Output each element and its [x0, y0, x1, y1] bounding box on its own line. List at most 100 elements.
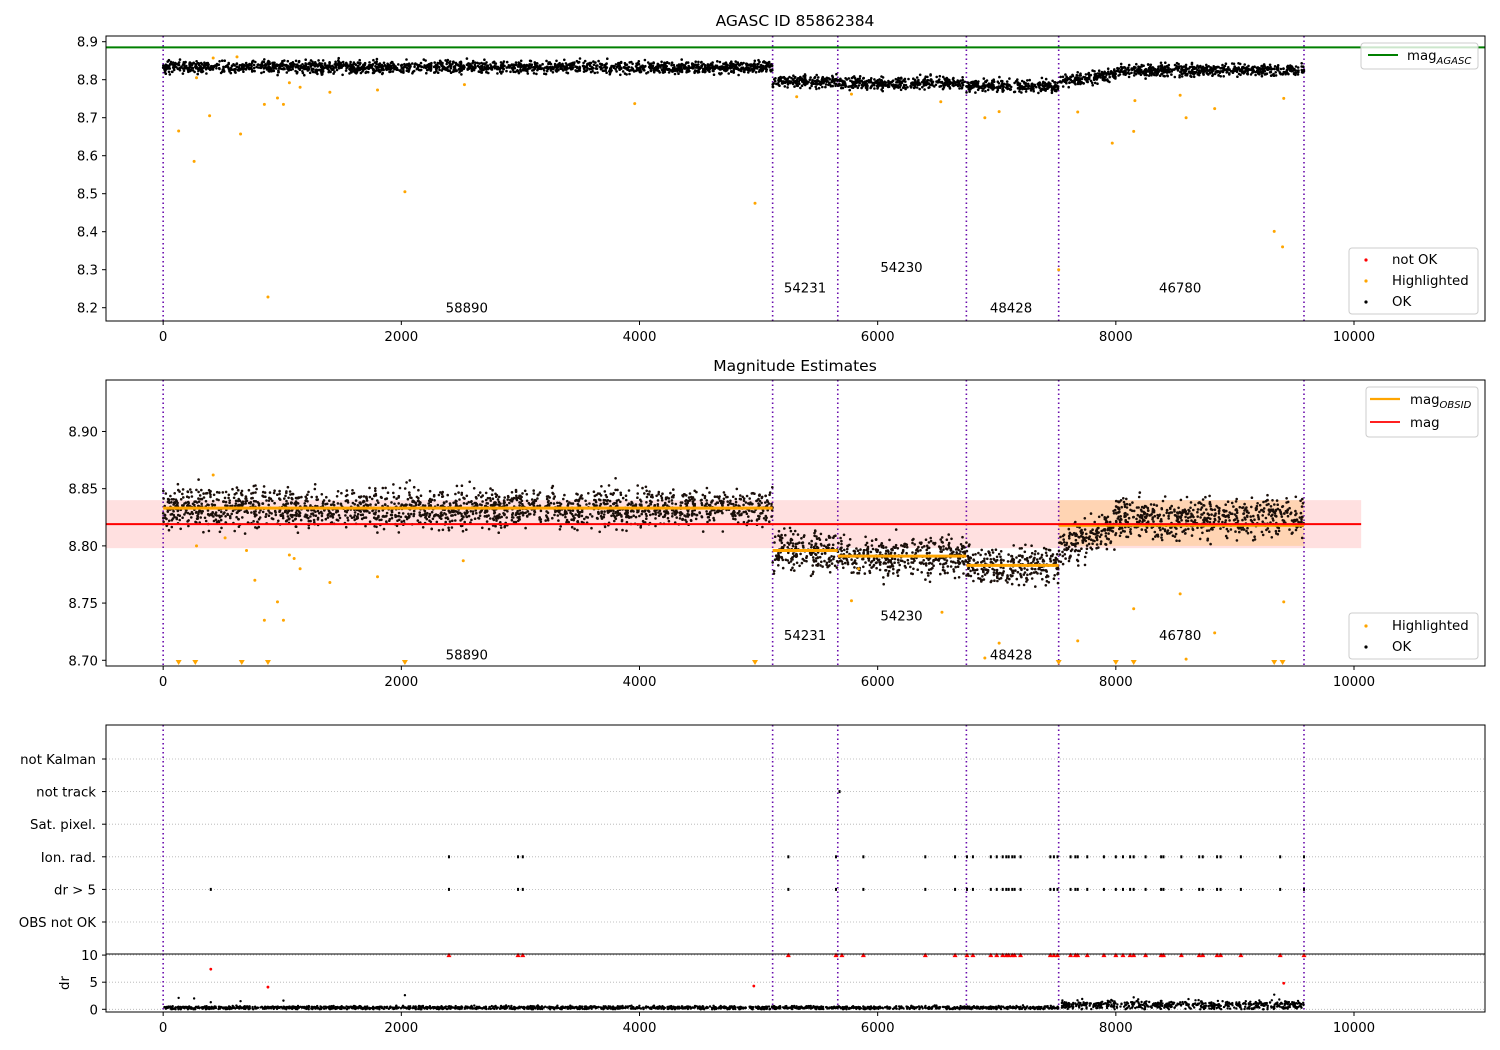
ok-point	[435, 520, 439, 524]
ok-point	[412, 69, 416, 73]
ok-point	[322, 499, 326, 502]
ok-point	[499, 61, 503, 64]
ok-point	[477, 516, 480, 520]
ok-point	[228, 501, 231, 505]
ok-point	[412, 485, 416, 489]
ok-point	[564, 68, 567, 71]
ok-point	[690, 514, 694, 517]
ok-point	[371, 71, 375, 75]
ok-point	[935, 75, 938, 79]
ok-point	[208, 491, 212, 495]
ok-point	[397, 514, 401, 518]
ok-point	[252, 63, 256, 67]
ok-point	[382, 68, 386, 72]
ok-point	[204, 519, 208, 523]
ok-point	[1237, 72, 1241, 76]
ok-point	[738, 69, 742, 72]
ok-point	[407, 69, 410, 72]
ok-point	[251, 60, 254, 64]
ok-point	[758, 515, 761, 518]
ok-point	[460, 517, 464, 521]
ok-point	[1185, 67, 1188, 70]
ok-point	[662, 63, 665, 67]
ok-point	[259, 509, 262, 512]
ok-point	[496, 67, 499, 71]
ok-point	[1087, 72, 1090, 76]
y-tick-label: 8.4	[77, 226, 98, 241]
ok-point	[732, 69, 735, 72]
ok-point	[657, 490, 661, 494]
ok-point	[770, 69, 774, 72]
ok-point	[530, 498, 534, 501]
ok-point	[577, 500, 580, 503]
ok-point	[730, 502, 733, 506]
ok-point	[793, 85, 796, 88]
ok-point	[944, 82, 947, 85]
ok-point	[1239, 68, 1242, 71]
ok-point	[570, 518, 573, 521]
ok-point	[289, 513, 293, 517]
ok-point	[706, 516, 710, 519]
ok-point	[161, 66, 165, 69]
ok-point	[680, 58, 683, 61]
ok-point	[625, 520, 629, 524]
ok-point	[1118, 73, 1122, 76]
ok-point	[1245, 66, 1248, 69]
ok-point	[1155, 70, 1158, 74]
ok-point	[614, 488, 617, 492]
ok-point	[471, 510, 475, 513]
ok-point	[218, 530, 222, 534]
ok-point	[421, 526, 425, 529]
ok-point	[276, 493, 279, 497]
ok-point	[1139, 73, 1143, 77]
ok-point	[815, 87, 818, 91]
ok-point	[696, 71, 700, 74]
ok-point	[856, 80, 859, 83]
ok-point	[377, 509, 381, 513]
ok-point	[201, 510, 204, 513]
ok-point	[1005, 80, 1009, 83]
ok-point	[1108, 75, 1111, 79]
highlighted-point	[753, 201, 757, 205]
ok-point	[641, 64, 645, 68]
ok-point	[241, 63, 244, 66]
ok-point	[196, 72, 199, 76]
ok-point	[353, 69, 357, 73]
ok-point	[405, 66, 409, 70]
ok-point	[357, 68, 360, 72]
ok-point	[1258, 70, 1261, 74]
ok-point	[1276, 64, 1280, 67]
ok-point	[632, 504, 636, 508]
ok-point	[184, 511, 187, 514]
ok-point	[1050, 91, 1054, 95]
ok-point	[593, 71, 597, 75]
ok-point	[475, 502, 479, 506]
ok-point	[640, 512, 643, 516]
ok-point	[325, 495, 328, 499]
ok-point	[393, 67, 396, 71]
ok-point	[706, 69, 710, 72]
ok-point	[792, 74, 795, 77]
ok-point	[226, 513, 230, 516]
ok-point	[280, 67, 283, 71]
ok-point	[649, 513, 652, 517]
ok-point	[1269, 74, 1273, 77]
ok-point	[251, 503, 255, 506]
ok-point	[576, 520, 580, 523]
ok-point	[527, 64, 530, 68]
ok-point	[873, 87, 876, 90]
ok-point	[904, 87, 907, 91]
ok-point	[522, 65, 526, 68]
ok-point	[375, 57, 379, 61]
ok-point	[644, 64, 647, 68]
ok-point	[580, 520, 584, 524]
ok-point	[786, 77, 790, 80]
ok-point	[303, 502, 307, 505]
ok-point	[1050, 88, 1054, 92]
ok-point	[912, 77, 915, 80]
ok-point	[395, 524, 399, 528]
ok-point	[671, 68, 675, 71]
ok-point	[663, 510, 666, 513]
ok-point	[392, 64, 395, 67]
ok-point	[597, 59, 600, 63]
